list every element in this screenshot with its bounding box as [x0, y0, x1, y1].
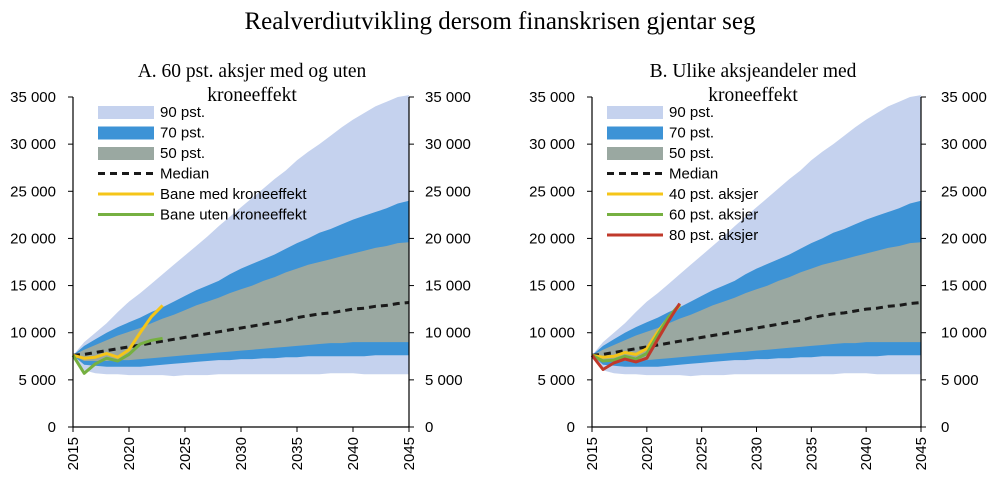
legend-swatch: [607, 106, 663, 119]
legend-label: Bane uten kroneeffekt: [160, 207, 307, 224]
legend-label: Median: [669, 166, 718, 183]
y-tick-label-right: 15 000: [425, 278, 471, 295]
x-tick-label: 2025: [177, 437, 194, 470]
legend-label: 90 pst.: [669, 104, 714, 121]
y-tick-label-left: 30 000: [529, 136, 575, 153]
x-tick-label: 2040: [345, 437, 362, 470]
y-tick-label-right: 0: [941, 419, 949, 436]
y-tick-label-left: 15 000: [529, 278, 575, 295]
y-tick-label-left: 0: [567, 419, 575, 436]
y-tick-label-left: 0: [48, 419, 56, 436]
y-tick-label-left: 5 000: [537, 372, 575, 389]
legend-label: Bane med kroneeffekt: [160, 186, 307, 203]
y-tick-label-left: 35 000: [529, 89, 575, 106]
y-tick-label-left: 20 000: [10, 230, 56, 247]
y-tick-label-right: 15 000: [941, 278, 987, 295]
x-tick-label: 2045: [913, 437, 930, 470]
y-tick-label-left: 10 000: [10, 325, 56, 342]
legend-swatch: [607, 147, 663, 160]
panel-a: A. 60 pst. aksjer med og uten kroneeffekt…: [10, 61, 471, 470]
x-tick-label: 2020: [121, 437, 138, 470]
series-bane-uten-kroneeffekt: [71, 336, 163, 375]
y-tick-label-right: 10 000: [941, 325, 987, 342]
y-tick-label-right: 10 000: [425, 325, 471, 342]
y-tick-label-right: 20 000: [941, 230, 987, 247]
y-tick-label-right: 25 000: [941, 183, 987, 200]
x-tick-label: 2030: [749, 437, 766, 470]
y-tick-label-right: 30 000: [941, 136, 987, 153]
y-tick-label-left: 15 000: [10, 278, 56, 295]
y-tick-label-right: 5 000: [425, 372, 463, 389]
legend-swatch: [98, 106, 154, 119]
figure-title: Realverdiutvikling dersom finanskrisen g…: [244, 8, 756, 35]
x-tick-label: 2035: [803, 437, 820, 470]
legend-label: 80 pst. aksjer: [669, 227, 758, 244]
legend-label: 50 pst.: [160, 145, 205, 162]
legend-label: 50 pst.: [669, 145, 714, 162]
panel-title: A. 60 pst. aksjer med og uten kroneeffekt: [138, 61, 367, 106]
y-tick-label-right: 35 000: [941, 89, 987, 106]
series-median: [591, 301, 922, 357]
series-bane-med-kroneeffekt: [72, 304, 164, 360]
series-80-pst-aksjer: [590, 302, 681, 371]
band-50-pst: [592, 242, 921, 361]
y-tick-label-right: 0: [425, 419, 433, 436]
y-tick-label-left: 35 000: [10, 89, 56, 106]
y-tick-label-right: 35 000: [425, 89, 471, 106]
legend-label: 70 pst.: [160, 125, 205, 142]
legend-label: 60 pst. aksjer: [669, 207, 758, 224]
y-tick-label-left: 10 000: [529, 325, 575, 342]
x-tick-label: 2035: [289, 437, 306, 470]
legend-label: Median: [160, 166, 209, 183]
x-tick-label: 2015: [65, 437, 82, 470]
legend-label: 40 pst. aksjer: [669, 186, 758, 203]
series-median: [72, 301, 410, 357]
x-tick-label: 2020: [639, 437, 656, 470]
y-tick-label-right: 20 000: [425, 230, 471, 247]
panel-title: B. Ulike aksjeandeler med kroneeffekt: [650, 61, 857, 106]
x-tick-label: 2030: [233, 437, 250, 470]
legend-swatch: [98, 147, 154, 160]
y-tick-label-left: 30 000: [10, 136, 56, 153]
x-tick-label: 2025: [694, 437, 711, 470]
x-tick-label: 2040: [858, 437, 875, 470]
band-50-pst: [73, 242, 409, 361]
y-tick-label-right: 25 000: [425, 183, 471, 200]
y-tick-label-right: 30 000: [425, 136, 471, 153]
legend-swatch: [98, 126, 154, 140]
legend-label: 90 pst.: [160, 104, 205, 121]
legend-swatch: [607, 126, 663, 140]
legend-label: 70 pst.: [669, 125, 714, 142]
y-tick-label-right: 5 000: [941, 372, 979, 389]
series-60-pst-aksjer: [591, 303, 681, 363]
x-tick-label: 2045: [401, 437, 418, 470]
y-tick-label-left: 20 000: [529, 230, 575, 247]
y-tick-label-left: 25 000: [10, 183, 56, 200]
y-tick-label-left: 25 000: [529, 183, 575, 200]
y-tick-label-left: 5 000: [18, 372, 56, 389]
x-tick-label: 2015: [584, 437, 601, 470]
panel-b: B. Ulike aksjeandeler med kroneeffekt 0 0 5 …: [529, 61, 987, 470]
